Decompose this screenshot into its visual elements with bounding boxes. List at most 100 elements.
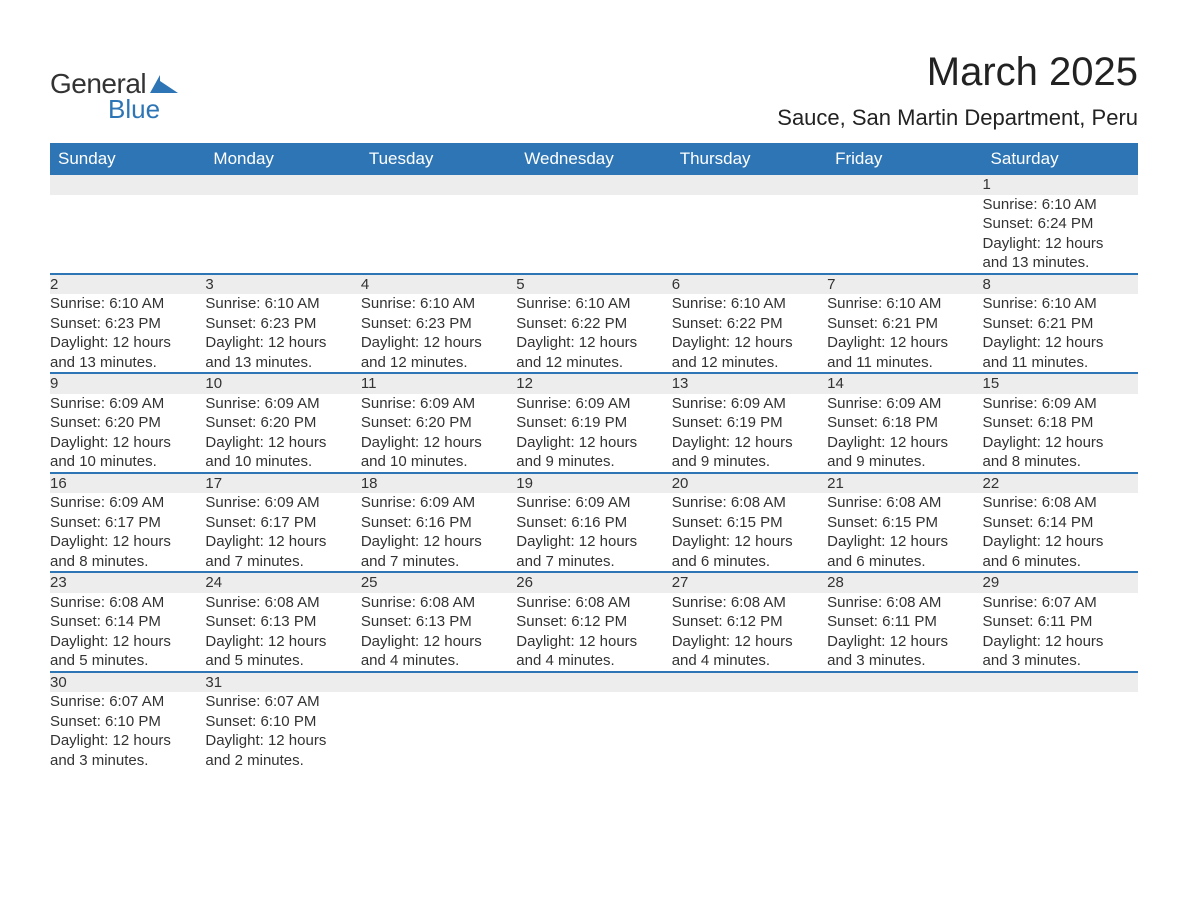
day-sunrise: Sunrise: 6:09 AM bbox=[516, 493, 671, 513]
day-detail-cell: Sunrise: 6:09 AMSunset: 6:16 PMDaylight:… bbox=[516, 493, 671, 572]
day-detail-cell bbox=[205, 195, 360, 274]
day-sunset: Sunset: 6:14 PM bbox=[983, 513, 1138, 533]
day-sunrise: Sunrise: 6:09 AM bbox=[361, 394, 516, 414]
day-daylight1: Daylight: 12 hours bbox=[50, 532, 205, 552]
day-sunset: Sunset: 6:23 PM bbox=[50, 314, 205, 334]
day-detail-cell: Sunrise: 6:10 AMSunset: 6:23 PMDaylight:… bbox=[361, 294, 516, 373]
day-sunset: Sunset: 6:13 PM bbox=[361, 612, 516, 632]
day-detail-cell: Sunrise: 6:08 AMSunset: 6:12 PMDaylight:… bbox=[672, 593, 827, 672]
day-sunrise: Sunrise: 6:09 AM bbox=[205, 394, 360, 414]
day-detail-cell bbox=[361, 195, 516, 274]
day-sunset: Sunset: 6:20 PM bbox=[361, 413, 516, 433]
day-number-cell: 15 bbox=[983, 373, 1138, 394]
day-detail-cell: Sunrise: 6:07 AMSunset: 6:10 PMDaylight:… bbox=[50, 692, 205, 770]
day-detail-cell bbox=[516, 195, 671, 274]
day-detail-cell bbox=[672, 195, 827, 274]
day-detail-cell: Sunrise: 6:08 AMSunset: 6:12 PMDaylight:… bbox=[516, 593, 671, 672]
day-detail-cell: Sunrise: 6:07 AMSunset: 6:11 PMDaylight:… bbox=[983, 593, 1138, 672]
day-number-cell bbox=[827, 672, 982, 693]
day-daylight2: and 5 minutes. bbox=[205, 651, 360, 671]
month-title: March 2025 bbox=[777, 50, 1138, 95]
day-daylight1: Daylight: 12 hours bbox=[672, 433, 827, 453]
day-detail-cell bbox=[827, 195, 982, 274]
day-number-cell bbox=[672, 175, 827, 195]
calendar-daynum-row: 16171819202122 bbox=[50, 473, 1138, 494]
day-number-cell: 16 bbox=[50, 473, 205, 494]
day-sunrise: Sunrise: 6:10 AM bbox=[983, 294, 1138, 314]
day-sunset: Sunset: 6:12 PM bbox=[672, 612, 827, 632]
day-number-cell: 1 bbox=[983, 175, 1138, 195]
day-daylight2: and 13 minutes. bbox=[205, 353, 360, 373]
day-sunset: Sunset: 6:16 PM bbox=[361, 513, 516, 533]
day-daylight2: and 6 minutes. bbox=[827, 552, 982, 572]
day-detail-cell: Sunrise: 6:09 AMSunset: 6:20 PMDaylight:… bbox=[205, 394, 360, 473]
day-detail-cell: Sunrise: 6:08 AMSunset: 6:15 PMDaylight:… bbox=[672, 493, 827, 572]
weekday-header: Friday bbox=[827, 143, 982, 175]
calendar-detail-row: Sunrise: 6:10 AMSunset: 6:24 PMDaylight:… bbox=[50, 195, 1138, 274]
calendar-daynum-row: 1 bbox=[50, 175, 1138, 195]
day-daylight2: and 3 minutes. bbox=[827, 651, 982, 671]
day-detail-cell: Sunrise: 6:09 AMSunset: 6:18 PMDaylight:… bbox=[983, 394, 1138, 473]
day-daylight1: Daylight: 12 hours bbox=[516, 333, 671, 353]
day-number-cell: 2 bbox=[50, 274, 205, 295]
day-number-cell: 12 bbox=[516, 373, 671, 394]
day-detail-cell bbox=[672, 692, 827, 770]
page-header: General Blue March 2025 Sauce, San Marti… bbox=[50, 50, 1138, 139]
day-sunrise: Sunrise: 6:10 AM bbox=[983, 195, 1138, 215]
day-daylight1: Daylight: 12 hours bbox=[516, 433, 671, 453]
day-daylight2: and 13 minutes. bbox=[50, 353, 205, 373]
day-daylight1: Daylight: 12 hours bbox=[205, 632, 360, 652]
day-number-cell bbox=[672, 672, 827, 693]
day-number-cell: 19 bbox=[516, 473, 671, 494]
day-sunrise: Sunrise: 6:09 AM bbox=[205, 493, 360, 513]
day-daylight1: Daylight: 12 hours bbox=[361, 333, 516, 353]
calendar-header-row: SundayMondayTuesdayWednesdayThursdayFrid… bbox=[50, 143, 1138, 175]
day-sunrise: Sunrise: 6:08 AM bbox=[50, 593, 205, 613]
day-sunrise: Sunrise: 6:07 AM bbox=[983, 593, 1138, 613]
day-daylight2: and 8 minutes. bbox=[983, 452, 1138, 472]
day-sunset: Sunset: 6:14 PM bbox=[50, 612, 205, 632]
day-number-cell: 21 bbox=[827, 473, 982, 494]
day-daylight1: Daylight: 12 hours bbox=[983, 333, 1138, 353]
day-detail-cell: Sunrise: 6:10 AMSunset: 6:23 PMDaylight:… bbox=[205, 294, 360, 373]
weekday-header: Monday bbox=[205, 143, 360, 175]
title-block: March 2025 Sauce, San Martin Department,… bbox=[777, 50, 1138, 139]
day-number-cell: 28 bbox=[827, 572, 982, 593]
day-number-cell: 29 bbox=[983, 572, 1138, 593]
day-daylight2: and 9 minutes. bbox=[516, 452, 671, 472]
day-detail-cell: Sunrise: 6:09 AMSunset: 6:18 PMDaylight:… bbox=[827, 394, 982, 473]
day-sunset: Sunset: 6:20 PM bbox=[205, 413, 360, 433]
day-detail-cell bbox=[827, 692, 982, 770]
day-sunset: Sunset: 6:17 PM bbox=[205, 513, 360, 533]
day-number-cell: 31 bbox=[205, 672, 360, 693]
day-detail-cell: Sunrise: 6:10 AMSunset: 6:23 PMDaylight:… bbox=[50, 294, 205, 373]
day-daylight1: Daylight: 12 hours bbox=[983, 632, 1138, 652]
day-daylight2: and 10 minutes. bbox=[205, 452, 360, 472]
day-sunset: Sunset: 6:22 PM bbox=[516, 314, 671, 334]
day-sunset: Sunset: 6:18 PM bbox=[827, 413, 982, 433]
calendar-detail-row: Sunrise: 6:09 AMSunset: 6:20 PMDaylight:… bbox=[50, 394, 1138, 473]
day-sunrise: Sunrise: 6:08 AM bbox=[983, 493, 1138, 513]
day-number-cell: 5 bbox=[516, 274, 671, 295]
day-detail-cell: Sunrise: 6:08 AMSunset: 6:13 PMDaylight:… bbox=[361, 593, 516, 672]
day-daylight2: and 9 minutes. bbox=[672, 452, 827, 472]
day-number-cell bbox=[516, 175, 671, 195]
day-number-cell: 23 bbox=[50, 572, 205, 593]
day-sunset: Sunset: 6:23 PM bbox=[205, 314, 360, 334]
day-daylight1: Daylight: 12 hours bbox=[50, 433, 205, 453]
day-detail-cell: Sunrise: 6:09 AMSunset: 6:19 PMDaylight:… bbox=[672, 394, 827, 473]
day-number-cell: 13 bbox=[672, 373, 827, 394]
day-sunset: Sunset: 6:21 PM bbox=[827, 314, 982, 334]
day-sunset: Sunset: 6:24 PM bbox=[983, 214, 1138, 234]
calendar-table: SundayMondayTuesdayWednesdayThursdayFrid… bbox=[50, 143, 1138, 770]
weekday-header: Saturday bbox=[983, 143, 1138, 175]
day-daylight2: and 2 minutes. bbox=[205, 751, 360, 771]
day-sunrise: Sunrise: 6:10 AM bbox=[205, 294, 360, 314]
day-daylight1: Daylight: 12 hours bbox=[983, 234, 1138, 254]
day-daylight1: Daylight: 12 hours bbox=[516, 632, 671, 652]
logo: General Blue bbox=[50, 50, 178, 125]
day-detail-cell: Sunrise: 6:09 AMSunset: 6:16 PMDaylight:… bbox=[361, 493, 516, 572]
day-sunrise: Sunrise: 6:08 AM bbox=[672, 493, 827, 513]
day-daylight2: and 10 minutes. bbox=[361, 452, 516, 472]
day-number-cell: 27 bbox=[672, 572, 827, 593]
